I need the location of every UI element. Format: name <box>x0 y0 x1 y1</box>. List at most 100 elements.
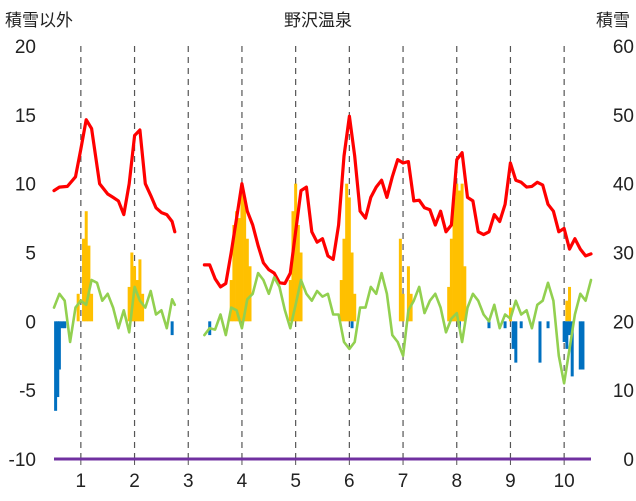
precipitation-deficit-bar <box>54 321 58 411</box>
snowfall-bar <box>138 259 142 322</box>
precipitation-deficit-bar <box>570 321 574 377</box>
y-right-tick-label: 20 <box>613 312 634 333</box>
x-tick-label: 10 <box>554 471 575 492</box>
snowfall-bar <box>353 293 357 322</box>
line-layer <box>52 114 593 385</box>
snow-depth-line <box>202 114 593 289</box>
precipitation-deficit-bar <box>60 321 64 329</box>
x-tick-label: 4 <box>237 471 248 492</box>
snowfall-bar <box>82 238 86 322</box>
y-left-tick-label: 20 <box>15 37 36 58</box>
snowfall-bar <box>449 238 453 322</box>
snowfall-bar <box>294 183 298 322</box>
snowfall-bar <box>350 252 354 322</box>
snowfall-bar <box>455 183 459 322</box>
y-left-tick-label: 15 <box>15 106 36 127</box>
precipitation-deficit-bar <box>514 321 518 363</box>
temperature-line <box>203 271 593 385</box>
x-tick-label: 8 <box>451 471 462 492</box>
snowfall-bar <box>84 211 88 322</box>
snowfall-bar <box>243 197 247 322</box>
y-right-tick-label: 40 <box>613 175 634 196</box>
y-right-tick-label: 50 <box>613 106 634 127</box>
snowfall-bar <box>291 211 295 322</box>
x-tick-label: 1 <box>76 471 87 492</box>
x-tick-label: 2 <box>129 471 140 492</box>
snowfall-bar <box>245 238 249 322</box>
snowfall-bar <box>288 280 292 322</box>
snowfall-bar <box>135 280 139 322</box>
y-left-tick-label: -5 <box>19 381 36 402</box>
precipitation-deficit-bar <box>519 321 523 329</box>
precipitation-deficit-bar <box>56 321 60 398</box>
precipitation-deficit-bar <box>578 321 582 370</box>
precipitation-deficit-bar <box>562 321 566 342</box>
snowfall-bar <box>447 286 451 322</box>
snowfall-bar <box>452 197 456 322</box>
precipitation-deficit-bar <box>581 321 585 370</box>
x-tick-label: 3 <box>183 471 194 492</box>
x-tick-label: 7 <box>398 471 409 492</box>
precipitation-deficit-bar <box>565 321 569 349</box>
y-right-tick-label: 0 <box>623 450 634 471</box>
snow-depth-line <box>52 118 177 234</box>
snowfall-bar <box>76 293 80 322</box>
snowfall-bar <box>463 266 467 322</box>
right-axis-title: 積雪 <box>596 11 630 31</box>
snowfall-bar <box>398 238 402 322</box>
snowfall-bar <box>296 224 300 322</box>
precipitation-deficit-bar <box>546 321 550 329</box>
y-right-tick-label: 10 <box>613 381 634 402</box>
y-left-tick-label: 5 <box>25 244 36 265</box>
snowfall-bar <box>339 280 343 322</box>
snowfall-bar <box>299 252 303 322</box>
precipitation-deficit-bar <box>170 321 174 336</box>
x-tick-label: 9 <box>505 471 516 492</box>
temperature-line <box>52 278 177 344</box>
y-left-tick-label: 0 <box>25 312 36 333</box>
precipitation-deficit-bar <box>57 321 61 370</box>
left-axis-title: 積雪以外 <box>5 11 73 31</box>
snowfall-bar <box>127 286 131 322</box>
y-right-tick-label: 30 <box>613 244 634 265</box>
precipitation-deficit-bar <box>63 321 67 329</box>
snowfall-bar <box>568 286 572 322</box>
x-tick-label: 5 <box>290 471 301 492</box>
snowfall-bar <box>141 293 145 322</box>
y-left-tick-label: 10 <box>15 175 36 196</box>
snowfall-bar <box>232 224 236 322</box>
y-right-tick-label: 60 <box>613 37 634 58</box>
snowfall-bar <box>565 300 569 322</box>
chart-title: 野沢温泉 <box>284 11 352 31</box>
snowfall-bar <box>90 293 94 322</box>
snowfall-bar <box>406 266 410 322</box>
grid-layer <box>80 46 565 459</box>
precipitation-deficit-bar <box>350 321 354 329</box>
bar-layer <box>54 183 585 411</box>
snowfall-bar <box>347 197 351 322</box>
snowfall-bar <box>248 266 252 322</box>
snowfall-bar <box>240 183 244 322</box>
snowfall-bar <box>235 211 239 322</box>
snowfall-bar <box>237 218 241 322</box>
precipitation-deficit-bar <box>511 321 515 349</box>
snowfall-bar <box>401 293 405 322</box>
x-tick-label: 6 <box>344 471 355 492</box>
snowfall-bar <box>229 280 233 322</box>
snowfall-bar <box>460 183 464 322</box>
precipitation-deficit-bar <box>487 321 491 329</box>
precipitation-deficit-bar <box>568 321 572 336</box>
precipitation-deficit-bar <box>503 321 507 329</box>
snowfall-bar <box>457 190 461 322</box>
label-layer: 積雪以外 野沢温泉 積雪 <box>5 11 630 31</box>
y-left-tick-label: -10 <box>9 450 36 471</box>
snowfall-bar <box>130 252 134 322</box>
snowfall-bar <box>342 238 346 322</box>
snowfall-bar <box>345 183 349 322</box>
precipitation-deficit-bar <box>538 321 542 363</box>
snowfall-bar <box>87 245 91 322</box>
